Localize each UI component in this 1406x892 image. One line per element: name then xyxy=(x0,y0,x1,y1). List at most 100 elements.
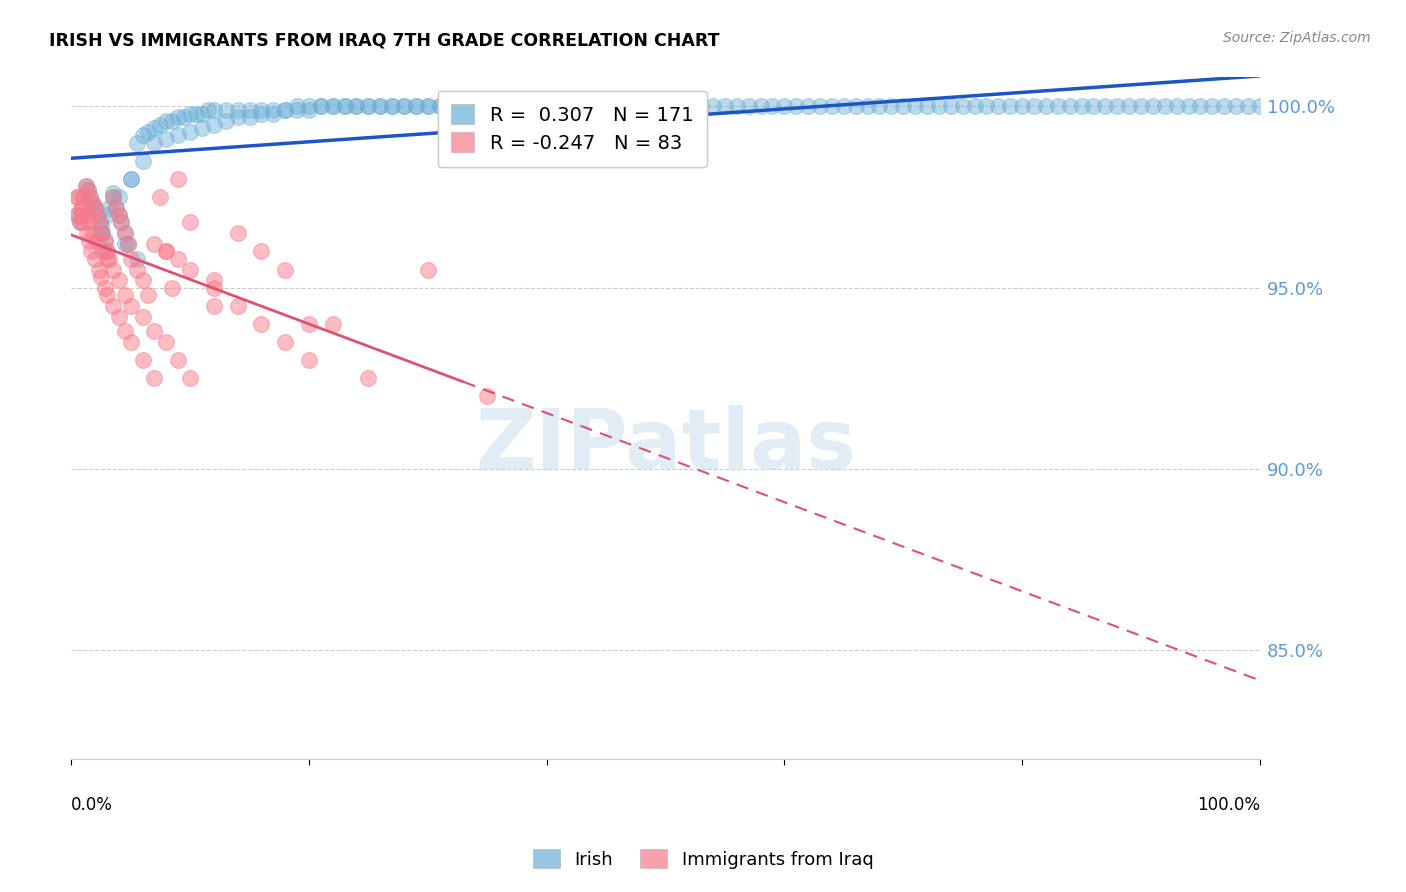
Point xyxy=(101,190,124,204)
Point xyxy=(179,106,201,120)
Point xyxy=(429,99,451,113)
Point xyxy=(845,99,868,113)
Point xyxy=(725,99,748,113)
Point xyxy=(202,273,225,287)
Point xyxy=(416,262,439,277)
Point xyxy=(98,252,121,266)
Point xyxy=(869,99,891,113)
Point xyxy=(392,99,415,113)
Point xyxy=(368,99,391,113)
Point xyxy=(114,227,136,241)
Point xyxy=(1070,99,1092,113)
Point xyxy=(96,252,118,266)
Point xyxy=(120,172,142,186)
Point xyxy=(179,125,201,139)
Point xyxy=(891,99,914,113)
Point xyxy=(1022,99,1045,113)
Point xyxy=(226,299,249,313)
Point xyxy=(75,179,97,194)
Point xyxy=(167,252,190,266)
Point xyxy=(110,215,132,229)
Point xyxy=(107,310,129,324)
Point xyxy=(89,215,111,229)
Point xyxy=(226,103,249,117)
Point xyxy=(66,208,89,222)
Point xyxy=(619,99,641,113)
Point xyxy=(167,128,190,143)
Point xyxy=(666,99,689,113)
Point xyxy=(86,234,108,248)
Point xyxy=(536,99,558,113)
Point xyxy=(477,99,499,113)
Point xyxy=(1046,99,1069,113)
Point xyxy=(274,103,297,117)
Point xyxy=(90,269,112,284)
Point xyxy=(547,99,569,113)
Point xyxy=(90,227,112,241)
Point xyxy=(333,99,356,113)
Point xyxy=(238,111,260,125)
Point xyxy=(630,99,652,113)
Point xyxy=(250,317,273,331)
Point xyxy=(1000,99,1022,113)
Point xyxy=(1225,99,1247,113)
Point xyxy=(785,99,807,113)
Point xyxy=(987,99,1010,113)
Point xyxy=(440,99,463,113)
Point xyxy=(797,99,820,113)
Point xyxy=(333,99,356,113)
Point xyxy=(101,190,124,204)
Point xyxy=(155,114,177,128)
Point xyxy=(309,99,332,113)
Point xyxy=(114,288,136,302)
Point xyxy=(131,153,153,168)
Point xyxy=(607,99,630,113)
Point xyxy=(120,334,142,349)
Point xyxy=(77,183,100,197)
Point xyxy=(155,334,177,349)
Point xyxy=(714,99,737,113)
Point xyxy=(488,99,510,113)
Point xyxy=(191,121,214,136)
Point xyxy=(571,99,593,113)
Point xyxy=(1249,99,1271,113)
Point xyxy=(120,252,142,266)
Point xyxy=(939,99,962,113)
Point xyxy=(120,299,142,313)
Point xyxy=(1213,99,1236,113)
Point xyxy=(1059,99,1081,113)
Point xyxy=(678,99,700,113)
Point xyxy=(832,99,855,113)
Point xyxy=(125,136,148,150)
Point xyxy=(238,103,260,117)
Point xyxy=(101,262,124,277)
Point xyxy=(453,99,475,113)
Point xyxy=(70,201,93,215)
Point xyxy=(928,99,950,113)
Point xyxy=(215,114,238,128)
Point xyxy=(405,99,427,113)
Point xyxy=(381,99,404,113)
Point xyxy=(368,99,391,113)
Point xyxy=(82,197,104,211)
Point xyxy=(143,371,166,385)
Point xyxy=(179,262,201,277)
Point xyxy=(821,99,844,113)
Point xyxy=(488,99,510,113)
Point xyxy=(357,371,380,385)
Point xyxy=(440,99,463,113)
Point xyxy=(96,288,118,302)
Text: 0.0%: 0.0% xyxy=(72,797,112,814)
Point xyxy=(915,99,938,113)
Point xyxy=(1189,99,1212,113)
Point xyxy=(547,99,569,113)
Point xyxy=(215,103,238,117)
Point xyxy=(595,99,617,113)
Point xyxy=(76,227,98,241)
Point xyxy=(262,106,284,120)
Point xyxy=(416,99,439,113)
Text: 100.0%: 100.0% xyxy=(1197,797,1260,814)
Point xyxy=(322,99,344,113)
Point xyxy=(309,99,332,113)
Point xyxy=(131,273,153,287)
